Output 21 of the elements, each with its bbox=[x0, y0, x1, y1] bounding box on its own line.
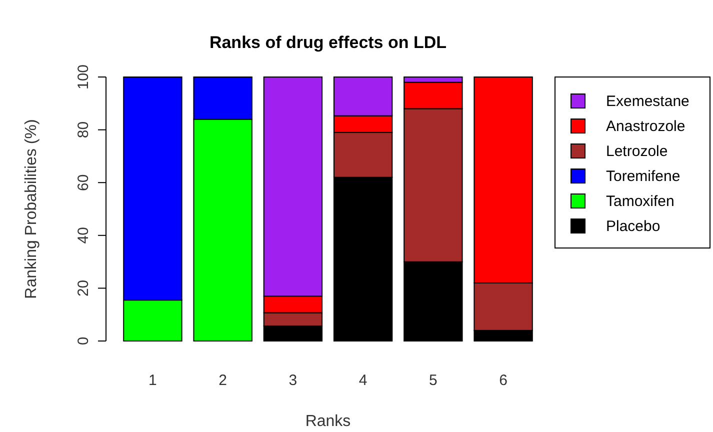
legend-label: Anastrozole bbox=[606, 118, 686, 135]
y-tick-label: 40 bbox=[75, 227, 92, 244]
chart-title: Ranks of drug effects on LDL bbox=[209, 33, 447, 52]
legend-label: Tamoxifen bbox=[606, 193, 674, 210]
legend-label: Exemestane bbox=[606, 93, 690, 110]
y-axis-title: Ranking Probabilities (%) bbox=[23, 119, 40, 299]
y-tick-label: 80 bbox=[75, 121, 92, 138]
legend-label: Letrozole bbox=[606, 143, 668, 160]
x-tick-label: 2 bbox=[218, 372, 227, 389]
legend-label: Placebo bbox=[606, 218, 660, 235]
legend-label: Toremifene bbox=[606, 168, 680, 185]
x-tick-label: 1 bbox=[148, 372, 157, 389]
y-tick-label: 60 bbox=[75, 174, 92, 191]
x-tick-label: 4 bbox=[358, 372, 368, 389]
x-axis-title: Ranks bbox=[305, 413, 351, 430]
y-tick-label: 0 bbox=[75, 336, 92, 346]
y-tick-label: 100 bbox=[75, 64, 92, 90]
y-tick-label: 20 bbox=[75, 280, 92, 297]
x-tick-label: 6 bbox=[499, 372, 508, 389]
x-tick-label: 5 bbox=[429, 372, 438, 389]
x-tick-label: 3 bbox=[288, 372, 298, 389]
